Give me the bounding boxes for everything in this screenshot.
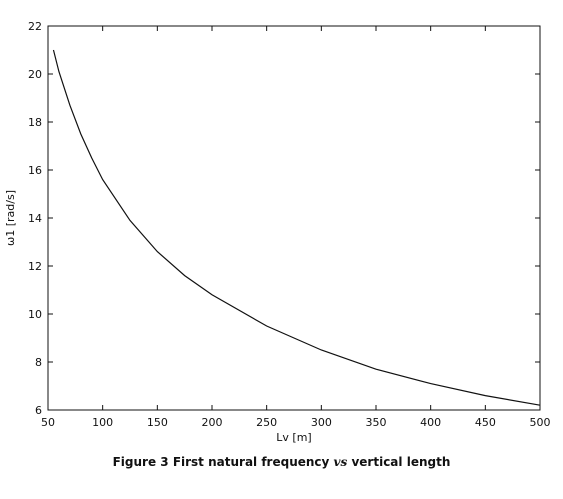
y-axis-label: ω1 [rad/s] — [4, 190, 17, 246]
figure-caption: Figure 3 First natural frequency vs vert… — [0, 455, 563, 469]
x-tick-label: 150 — [147, 416, 168, 429]
y-axis-ticks: 6 8 10 12 14 16 18 20 22 — [28, 20, 540, 417]
x-tick-label: 250 — [256, 416, 277, 429]
y-tick-label: 18 — [28, 116, 42, 129]
y-tick-label: 12 — [28, 260, 42, 273]
y-tick-label: 14 — [28, 212, 42, 225]
series-line — [52, 49, 541, 406]
y-tick-label: 6 — [35, 404, 42, 417]
y-tick-label: 10 — [28, 308, 42, 321]
caption-prefix: Figure 3 First natural frequency — [112, 455, 330, 469]
y-tick-label: 22 — [28, 20, 42, 33]
x-tick-label: 500 — [530, 416, 551, 429]
caption-vs: vs — [333, 455, 348, 469]
y-tick-label: 20 — [28, 68, 42, 81]
y-tick-label: 8 — [35, 356, 42, 369]
x-tick-label: 450 — [475, 416, 496, 429]
x-tick-label: 50 — [41, 416, 55, 429]
x-axis-label: Lv [m] — [276, 431, 311, 444]
x-tick-label: 200 — [202, 416, 223, 429]
chart: 50 100 150 200 250 300 350 400 450 500 6 8 10 12 14 16… — [4, 20, 551, 444]
y-tick-label: 16 — [28, 164, 42, 177]
caption-suffix: vertical length — [351, 455, 451, 469]
x-tick-label: 300 — [311, 416, 332, 429]
x-axis-ticks: 50 100 150 200 250 300 350 400 450 500 — [41, 26, 551, 429]
x-tick-label: 400 — [420, 416, 441, 429]
plot-frame — [47, 25, 541, 411]
x-tick-label: 100 — [92, 416, 113, 429]
x-tick-label: 350 — [366, 416, 387, 429]
